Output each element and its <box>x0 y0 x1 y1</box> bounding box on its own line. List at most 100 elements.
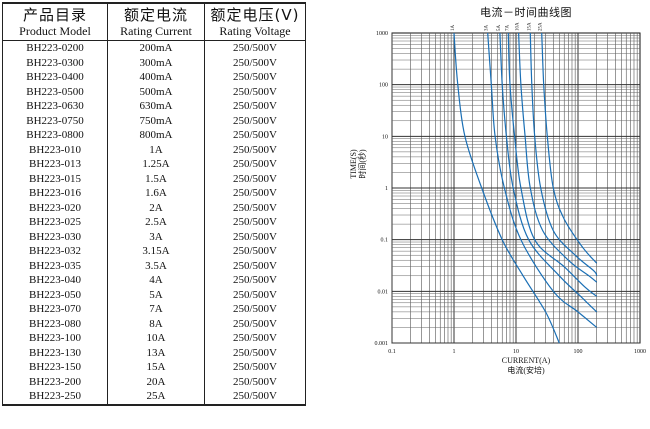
chart-title: 电流－时间曲线图 <box>480 6 572 19</box>
x-tick-label: 0.1 <box>388 349 396 355</box>
table-row: BH223-0630 630mA 250/500V <box>2 99 306 114</box>
model-cell: BH223-013 <box>2 157 108 172</box>
model-cell: BH223-032 <box>2 244 108 259</box>
voltage-cell: 250/500V <box>204 171 306 186</box>
model-cell: BH223-020 <box>2 200 108 215</box>
y-tick-label: 0.1 <box>381 238 389 244</box>
y-tick-label: 10 <box>382 134 388 140</box>
col-header-current-en: Rating Current <box>120 23 192 38</box>
table-row: BH223-030 3A 250/500V <box>2 229 306 244</box>
table-row: BH223-0300 300mA 250/500V <box>2 55 306 70</box>
model-cell: BH223-0500 <box>2 84 108 99</box>
voltage-cell: 250/500V <box>204 128 306 143</box>
col-header-voltage-cn: 额定电压(V) <box>210 5 300 24</box>
voltage-cell: 250/500V <box>204 345 306 360</box>
col-header-voltage-en: Rating Voltage <box>219 23 291 38</box>
col-header-current: 额定电流 Rating Current <box>107 3 205 41</box>
table-row: BH223-032 3.15A 250/500V <box>2 244 306 259</box>
table-row: BH223-250 25A 250/500V <box>2 389 306 405</box>
y-axis-title-en: TIME(S) <box>349 149 358 179</box>
voltage-cell: 250/500V <box>204 157 306 172</box>
table-row: BH223-025 2.5A 250/500V <box>2 215 306 230</box>
voltage-cell: 250/500V <box>204 374 306 389</box>
voltage-cell: 250/500V <box>204 302 306 317</box>
y-axis-title: TIME(S) 时间(秒) <box>349 134 367 194</box>
voltage-cell: 250/500V <box>204 389 306 405</box>
model-cell: BH223-0200 <box>2 40 108 56</box>
curve-1A <box>453 32 560 344</box>
model-cell: BH223-0630 <box>2 99 108 114</box>
table-row: BH223-0200 200mA 250/500V <box>2 40 306 56</box>
curve-label: 1A <box>451 25 456 32</box>
current-cell: 3.5A <box>107 258 205 273</box>
x-tick-label: 1 <box>453 349 456 355</box>
y-tick-label: 0.01 <box>378 289 389 295</box>
y-tick-label: 1000 <box>376 31 388 37</box>
spec-table: 产品目录 Product Model 额定电流 Rating Current 额… <box>2 2 306 406</box>
col-header-model-cn: 产品目录 <box>22 5 87 24</box>
table-row: BH223-200 20A 250/500V <box>2 374 306 389</box>
model-cell: BH223-070 <box>2 302 108 317</box>
curve-label: 7A <box>505 25 510 32</box>
current-cell: 8A <box>107 316 205 331</box>
model-cell: BH223-130 <box>2 345 108 360</box>
curve-7A <box>507 32 598 297</box>
model-cell: BH223-200 <box>2 374 108 389</box>
x-axis-title-cn: 电流(安培) <box>507 366 545 375</box>
table-row: BH223-080 8A 250/500V <box>2 316 306 331</box>
y-axis-title-cn: 时间(秒) <box>358 149 367 179</box>
curve-label: 10A <box>516 22 521 31</box>
table-row: BH223-150 15A 250/500V <box>2 360 306 375</box>
current-cell: 25A <box>107 389 205 405</box>
current-cell: 20A <box>107 374 205 389</box>
voltage-cell: 250/500V <box>204 113 306 128</box>
voltage-cell: 250/500V <box>204 229 306 244</box>
table-row: BH223-035 3.5A 250/500V <box>2 258 306 273</box>
model-cell: BH223-250 <box>2 389 108 405</box>
table-row: BH223-015 1.5A 250/500V <box>2 171 306 186</box>
x-axis-title-en: CURRENT(A) <box>501 356 551 365</box>
model-cell: BH223-015 <box>2 171 108 186</box>
current-cell: 2A <box>107 200 205 215</box>
curve-label: 25A <box>539 22 544 31</box>
curve-5A <box>499 32 598 313</box>
current-cell: 630mA <box>107 99 205 114</box>
voltage-cell: 250/500V <box>204 287 306 302</box>
table-row: BH223-040 4A 250/500V <box>2 273 306 288</box>
current-cell: 10A <box>107 331 205 346</box>
current-cell: 200mA <box>107 40 205 56</box>
model-cell: BH223-025 <box>2 215 108 230</box>
voltage-cell: 250/500V <box>204 215 306 230</box>
current-cell: 3.15A <box>107 244 205 259</box>
model-cell: BH223-0800 <box>2 128 108 143</box>
curve-15A <box>529 32 598 277</box>
model-cell: BH223-0400 <box>2 70 108 85</box>
table-row: BH223-0800 800mA 250/500V <box>2 128 306 143</box>
voltage-cell: 250/500V <box>204 331 306 346</box>
model-cell: BH223-080 <box>2 316 108 331</box>
voltage-cell: 250/500V <box>204 70 306 85</box>
voltage-cell: 250/500V <box>204 186 306 201</box>
x-axis-title: CURRENT(A) 电流(安培) <box>456 356 596 376</box>
current-cell: 15A <box>107 360 205 375</box>
current-cell: 1.25A <box>107 157 205 172</box>
current-cell: 400mA <box>107 70 205 85</box>
model-cell: BH223-150 <box>2 360 108 375</box>
current-cell: 4A <box>107 273 205 288</box>
voltage-cell: 250/500V <box>204 84 306 99</box>
voltage-cell: 250/500V <box>204 258 306 273</box>
model-cell: BH223-035 <box>2 258 108 273</box>
model-cell: BH223-040 <box>2 273 108 288</box>
table-row: BH223-013 1.25A 250/500V <box>2 157 306 172</box>
col-header-voltage: 额定电压(V) Rating Voltage <box>204 3 306 41</box>
y-tick-label: 100 <box>379 83 388 89</box>
table-row: BH223-010 1A 250/500V <box>2 142 306 157</box>
time-current-chart: 0.1 1 10 100 1000 1000 100 10 1 0.1 0.01 0.001 1A 3A 5… <box>375 22 647 355</box>
current-cell: 2.5A <box>107 215 205 230</box>
voltage-cell: 250/500V <box>204 55 306 70</box>
current-cell: 1.5A <box>107 171 205 186</box>
x-tick-label: 100 <box>574 349 583 355</box>
curve-label: 15A <box>527 22 532 31</box>
col-header-current-cn: 额定电流 <box>123 5 188 24</box>
voltage-cell: 250/500V <box>204 316 306 331</box>
